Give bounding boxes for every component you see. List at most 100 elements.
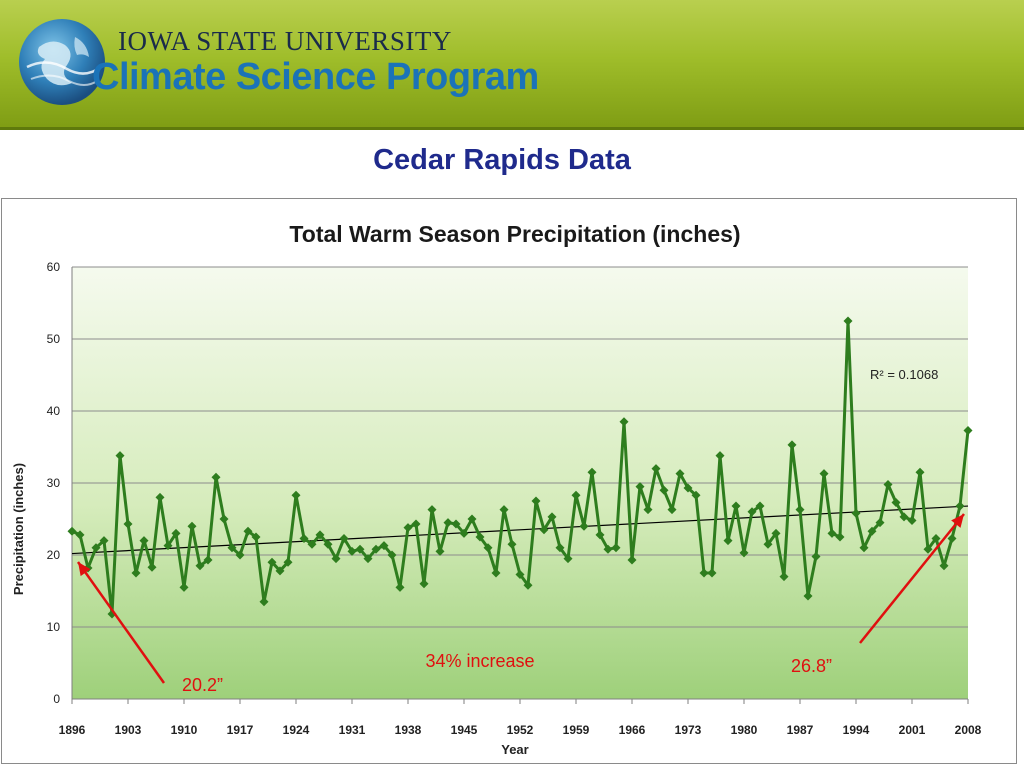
data-point xyxy=(643,505,653,515)
data-point xyxy=(891,497,901,507)
data-point xyxy=(99,536,109,546)
data-point xyxy=(235,550,245,560)
y-tick-label: 30 xyxy=(47,476,61,490)
start-arrow-head xyxy=(78,562,91,577)
data-point xyxy=(963,425,973,435)
data-point xyxy=(571,490,581,500)
data-point xyxy=(123,519,133,529)
data-point xyxy=(507,539,517,549)
x-tick-label: 2008 xyxy=(955,723,982,737)
data-point xyxy=(603,544,613,554)
data-point xyxy=(715,451,725,461)
data-point xyxy=(699,568,709,578)
data-point xyxy=(675,469,685,479)
data-point xyxy=(259,597,269,607)
data-point xyxy=(723,536,733,546)
data-point xyxy=(299,533,309,543)
x-tick-label: 1910 xyxy=(171,723,198,737)
data-point xyxy=(739,548,749,558)
data-point xyxy=(283,557,293,567)
y-tick-label: 60 xyxy=(47,260,61,274)
data-point xyxy=(779,572,789,582)
increase-label: 34% increase xyxy=(425,651,534,671)
x-tick-label: 1980 xyxy=(731,723,758,737)
end-value-label: 26.8” xyxy=(791,656,832,676)
data-point xyxy=(955,501,965,511)
data-point xyxy=(75,530,85,540)
end-arrow xyxy=(859,513,965,644)
data-point xyxy=(339,533,349,543)
university-name: IOWA STATE UNIVERSITY xyxy=(118,26,452,56)
x-tick-label: 1987 xyxy=(787,723,814,737)
x-tick-label: 1896 xyxy=(59,723,86,737)
data-point xyxy=(435,546,445,556)
data-point xyxy=(491,568,501,578)
data-point xyxy=(843,316,853,326)
data-point xyxy=(243,526,253,536)
data-point xyxy=(923,544,933,554)
page-title: Cedar Rapids Data xyxy=(373,144,631,176)
data-point xyxy=(91,543,101,553)
data-point xyxy=(523,580,533,590)
data-point xyxy=(659,485,669,495)
data-point xyxy=(403,523,413,533)
data-point xyxy=(915,467,925,477)
data-point xyxy=(875,518,885,528)
data-point xyxy=(795,505,805,515)
data-point xyxy=(555,543,565,553)
y-tick-label: 20 xyxy=(47,548,61,562)
data-point xyxy=(803,591,813,601)
header-banner: IOWA STATE UNIVERSITY Climate Science Pr… xyxy=(0,0,1024,130)
data-point xyxy=(211,472,221,482)
data-point xyxy=(475,532,485,542)
data-point xyxy=(819,469,829,479)
data-point xyxy=(899,512,909,522)
data-point xyxy=(467,514,477,524)
data-point xyxy=(227,543,237,553)
data-point xyxy=(147,562,157,572)
data-point xyxy=(547,512,557,522)
x-tick-label: 2001 xyxy=(899,723,926,737)
data-point xyxy=(347,546,357,556)
data-point xyxy=(811,551,821,561)
y-tick-label: 0 xyxy=(53,692,60,706)
data-point xyxy=(195,561,205,571)
data-point xyxy=(867,526,877,536)
data-point xyxy=(483,543,493,553)
data-point xyxy=(387,550,397,560)
data-point xyxy=(275,566,285,576)
data-point xyxy=(315,530,325,540)
data-point xyxy=(355,544,365,554)
data-point xyxy=(827,528,837,538)
data-point xyxy=(651,464,661,474)
data-point xyxy=(707,568,717,578)
data-point xyxy=(763,539,773,549)
start-value-label: 20.2” xyxy=(182,675,223,695)
data-point xyxy=(683,483,693,493)
x-tick-label: 1966 xyxy=(619,723,646,737)
data-point xyxy=(139,536,149,546)
data-point xyxy=(771,528,781,538)
data-point xyxy=(587,467,597,477)
x-tick-label: 1903 xyxy=(115,723,142,737)
data-point xyxy=(859,543,869,553)
data-point xyxy=(595,530,605,540)
y-tick-label: 40 xyxy=(47,404,61,418)
annotations-group: 20.2” 26.8” 34% increase xyxy=(76,513,965,695)
x-tick-label: 1959 xyxy=(563,723,590,737)
data-point xyxy=(291,490,301,500)
data-point xyxy=(619,417,629,427)
end-arrow-head xyxy=(951,514,964,528)
y-tick-label: 10 xyxy=(47,620,61,634)
data-point xyxy=(267,557,277,567)
data-point xyxy=(459,528,469,538)
data-point xyxy=(531,496,541,506)
data-point xyxy=(163,541,173,551)
data-point xyxy=(667,505,677,515)
data-point xyxy=(427,505,437,515)
data-point xyxy=(371,544,381,554)
data-point xyxy=(443,518,453,528)
data-point xyxy=(171,528,181,538)
data-point xyxy=(939,561,949,571)
y-axis-label: Precipitation (inches) xyxy=(11,463,26,595)
